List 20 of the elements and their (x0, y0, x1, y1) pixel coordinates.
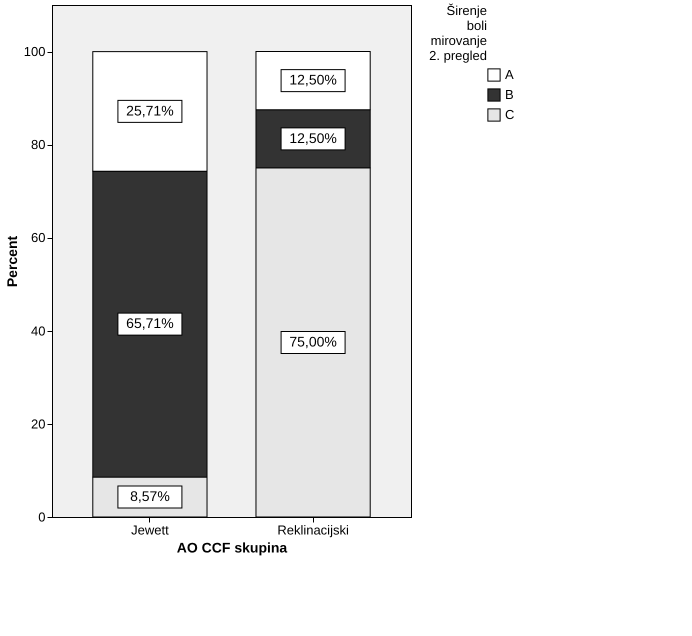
y-tick-label: 100 (24, 44, 46, 60)
data-label: 8,57% (130, 488, 170, 504)
y-tick-label: 60 (31, 230, 46, 246)
legend-label: B (505, 87, 514, 102)
x-tick-label: Reklinacijski (277, 522, 349, 538)
data-label: 65,71% (126, 315, 174, 332)
legend-label: C (505, 107, 514, 122)
legend-title: Širenje boli mirovanje 2. pregled (429, 3, 488, 63)
legend-label: A (505, 67, 514, 82)
y-tick-label: 40 (31, 323, 46, 338)
data-label: 12,50% (289, 130, 337, 146)
y-tick-label: 0 (38, 510, 46, 524)
data-label: 75,00% (289, 333, 337, 350)
y-tick-label: 20 (31, 416, 46, 432)
x-axis-title: AO CCF skupina (176, 540, 288, 556)
y-axis-title: Percent (4, 235, 20, 288)
x-tick-label: Jewett (131, 522, 170, 538)
data-label: 25,71% (126, 102, 174, 118)
y-tick-label: 80 (31, 137, 46, 152)
data-label: 12,50% (289, 72, 337, 88)
